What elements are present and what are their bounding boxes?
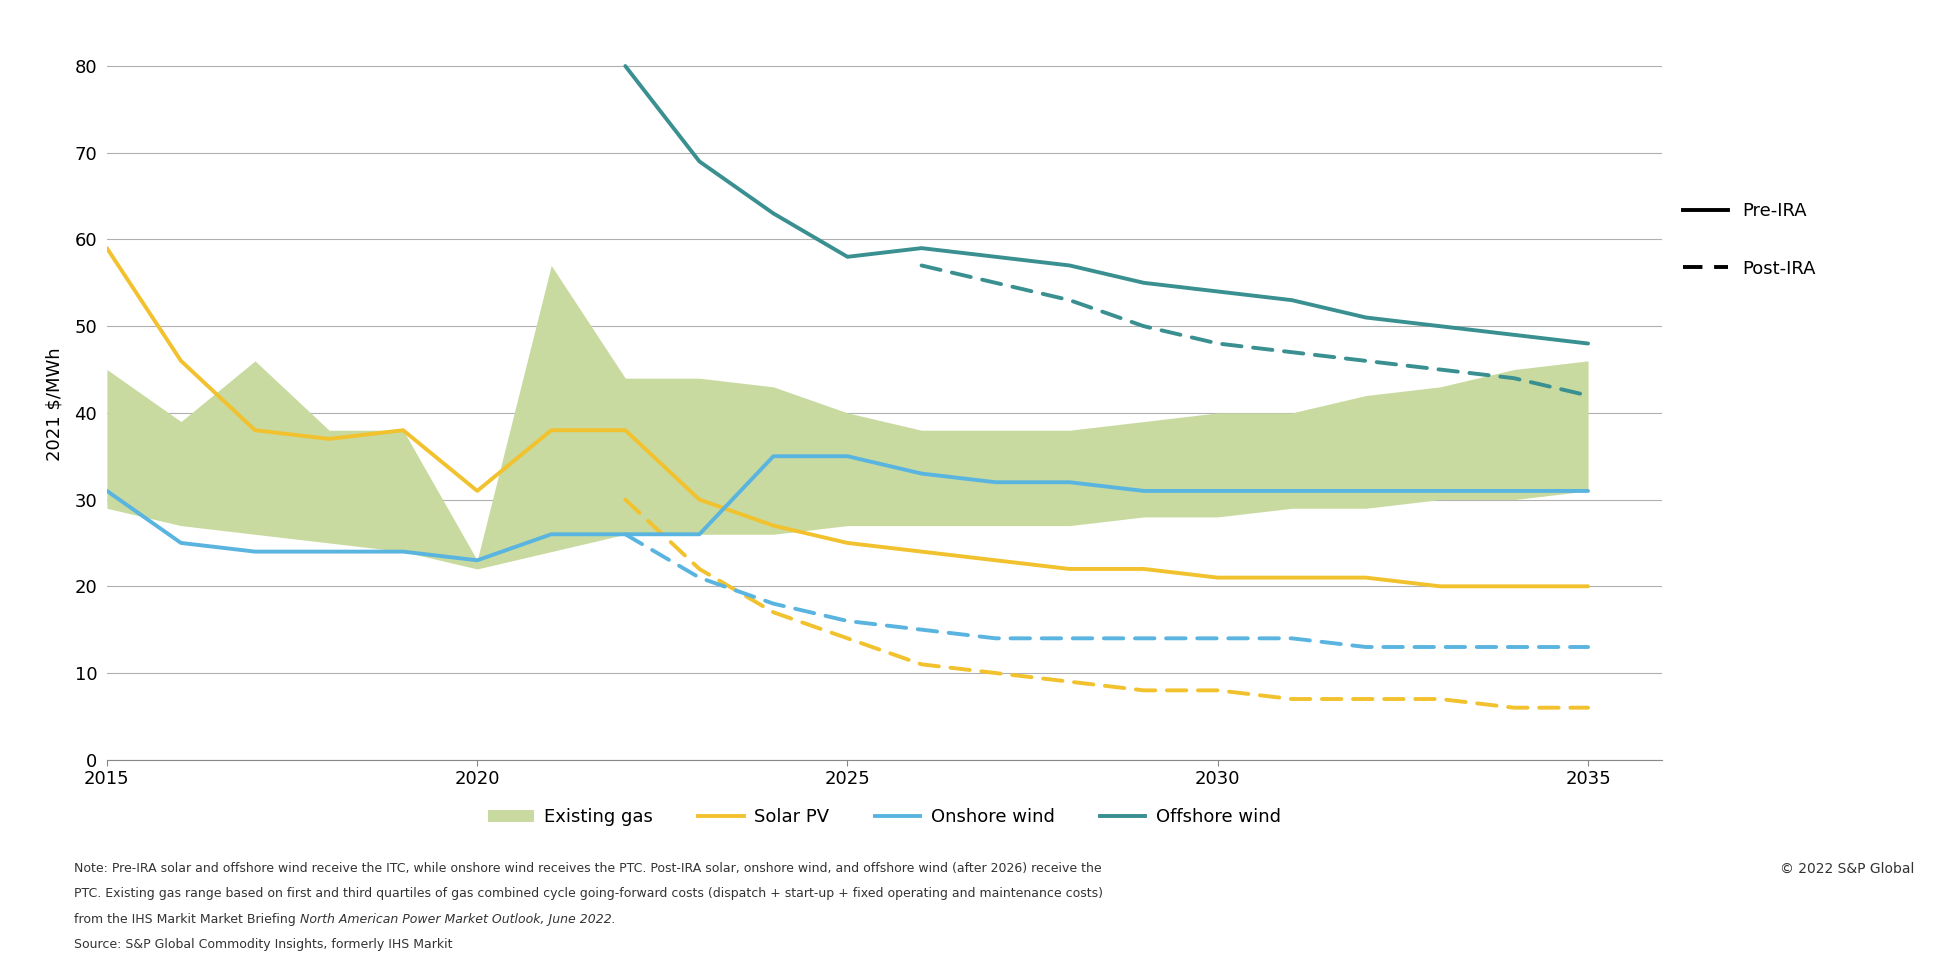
Text: © 2022 S&P Global: © 2022 S&P Global [1781, 862, 1915, 876]
Text: from the IHS Markit Market Briefing: from the IHS Markit Market Briefing [74, 913, 299, 925]
Y-axis label: 2021 $/MWh: 2021 $/MWh [45, 348, 64, 461]
Legend: Pre-IRA, Post-IRA: Pre-IRA, Post-IRA [1676, 195, 1823, 285]
Legend: Existing gas, Solar PV, Onshore wind, Offshore wind: Existing gas, Solar PV, Onshore wind, Of… [482, 801, 1287, 834]
Text: Source: S&P Global Commodity Insights, formerly IHS Markit: Source: S&P Global Commodity Insights, f… [74, 938, 453, 951]
Text: Note: Pre-IRA solar and offshore wind receive the ITC, while onshore wind receiv: Note: Pre-IRA solar and offshore wind re… [74, 862, 1102, 875]
Text: North American Power Market Outlook, June 2022.: North American Power Market Outlook, Jun… [299, 913, 616, 925]
Text: PTC. Existing gas range based on first and third quartiles of gas combined cycle: PTC. Existing gas range based on first a… [74, 887, 1102, 900]
